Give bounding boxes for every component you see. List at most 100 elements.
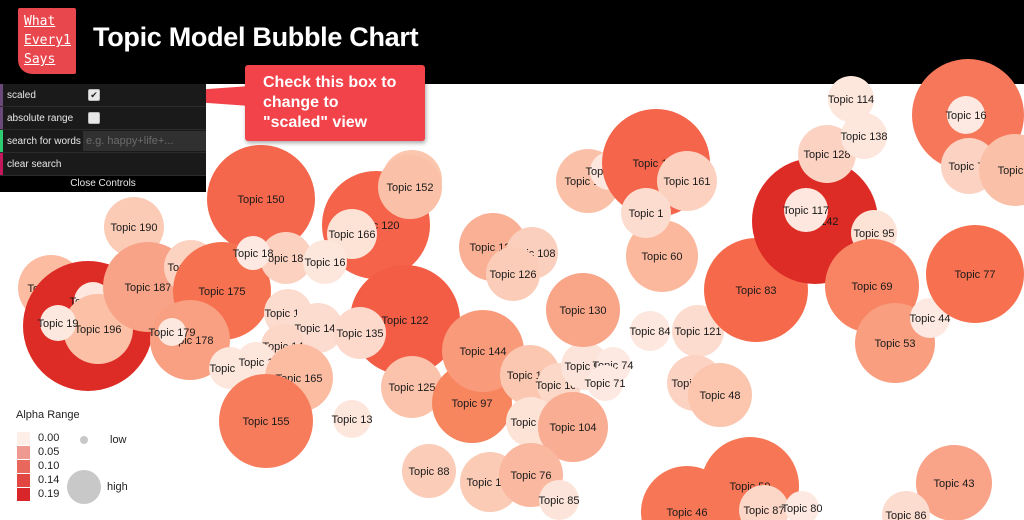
topic-bubble[interactable]: Topic 190 [104, 197, 164, 257]
bubble-circle[interactable] [381, 356, 443, 418]
bubble-label: Topic 80 [782, 503, 823, 515]
topic-bubble[interactable]: Topic 179 [148, 318, 196, 346]
callout-line-2: change to [263, 94, 339, 111]
legend-swatch-2 [17, 460, 30, 473]
bubble-circle[interactable] [219, 374, 313, 468]
absolute-range-checkbox[interactable] [88, 112, 100, 124]
topic-bubble[interactable]: Topic 84 [630, 311, 671, 351]
topic-bubble[interactable]: Topic 130 [546, 273, 620, 347]
topic-bubble[interactable]: Topic 18 [233, 236, 274, 270]
clear-search-button[interactable]: clear search [0, 153, 206, 176]
logo-line-3[interactable]: Says [24, 52, 56, 67]
bubble-circle[interactable] [672, 305, 724, 357]
bubble-circle[interactable] [538, 392, 608, 462]
bubble-label: Topic 179 [148, 327, 195, 339]
topic-bubble[interactable]: Topic 138 [840, 113, 888, 159]
bubble-label: Topic 117 [783, 205, 829, 217]
logo-line-1[interactable]: What [24, 14, 56, 29]
topic-bubble[interactable]: Topic 152 [378, 155, 442, 219]
bubble-circle[interactable] [587, 365, 623, 401]
bubble-circle[interactable] [657, 151, 717, 211]
topic-bubble[interactable]: Topic 60 [626, 220, 698, 292]
bubble-label: Topic 138 [840, 131, 887, 143]
bubble-circle[interactable] [546, 273, 620, 347]
bubble-circle[interactable] [104, 197, 164, 257]
bubble-circle[interactable] [784, 188, 828, 232]
page-title: Topic Model Bubble Chart [93, 22, 419, 52]
search-label: search for words [7, 135, 81, 147]
topic-bubble[interactable]: Topic 155 [219, 374, 313, 468]
bubble-label: Topic 128 [803, 149, 850, 161]
bubble-label: Topic 155 [242, 416, 289, 428]
topic-bubble[interactable]: Topic 88 [402, 444, 456, 498]
topic-bubble[interactable]: Topic 13 [332, 400, 373, 438]
search-words-input[interactable] [83, 131, 206, 151]
topic-bubble[interactable]: Topic 19 [38, 305, 79, 341]
bubble-circle[interactable] [378, 155, 442, 219]
bubble-circle[interactable] [947, 96, 985, 134]
bubble-circle[interactable] [882, 491, 930, 520]
topic-bubble[interactable]: Topic 85 [539, 480, 580, 520]
topic-bubble[interactable]: Topic 43 [916, 445, 992, 520]
bubble-circle[interactable] [303, 240, 347, 284]
close-controls-button[interactable]: Close Controls [0, 176, 206, 192]
bubble-circle[interactable] [260, 232, 312, 284]
bubble-circle[interactable] [333, 400, 371, 438]
bubble-circle[interactable] [926, 225, 1024, 323]
topic-bubble[interactable]: Topic 48 [688, 363, 752, 427]
topic-bubble[interactable]: Topic 80 [782, 491, 823, 520]
topic-bubble[interactable]: Topic 104 [538, 392, 608, 462]
bubble-label: Topic 13 [332, 414, 373, 426]
bubble-circle[interactable] [739, 485, 789, 520]
topic-bubble[interactable]: Topic 77 [926, 225, 1024, 323]
bubble-circle[interactable] [785, 491, 819, 520]
clear-search-label[interactable]: clear search [7, 158, 62, 170]
topic-bubble[interactable]: Topic 150 [207, 145, 315, 253]
topic-bubble[interactable]: Topic 87 [739, 485, 789, 520]
bubble-circle[interactable] [828, 76, 874, 122]
bubble-circle[interactable] [841, 113, 887, 159]
bubble-circle[interactable] [916, 445, 992, 520]
bubble-circle[interactable] [402, 444, 456, 498]
topic-bubble[interactable]: Topic 1 [979, 134, 1024, 206]
topic-bubble[interactable]: Topic 16 [946, 96, 987, 134]
bubble-circle[interactable] [630, 311, 670, 351]
whatevery1says-logo[interactable]: What Every1 Says [18, 8, 76, 74]
bubble-circle[interactable] [539, 480, 579, 520]
bubble-label: Topic 122 [381, 315, 428, 327]
bubble-circle[interactable] [158, 318, 186, 346]
topic-bubble[interactable]: Topic 114 [828, 76, 874, 122]
bubble-circle[interactable] [293, 303, 343, 353]
bubble-circle[interactable] [486, 247, 540, 301]
bubble-circle[interactable] [979, 134, 1024, 206]
topic-bubble[interactable]: Topic 125 [381, 356, 443, 418]
topic-bubble[interactable]: Topic 161 [657, 151, 717, 211]
topic-bubble[interactable]: Topic 117 [783, 188, 829, 232]
bubble-circle[interactable] [621, 188, 671, 238]
logo-line-2[interactable]: Every1 [24, 33, 71, 48]
topic-bubble[interactable]: Topic 185 [260, 232, 312, 284]
scaled-label: scaled [7, 89, 36, 101]
bubble-circle[interactable] [236, 236, 270, 270]
topic-bubble[interactable]: Topic 16 [303, 240, 347, 284]
topic-bubble[interactable]: Topic 126 [486, 247, 540, 301]
scaled-checkbox[interactable]: ✔ [88, 89, 100, 101]
bubble-label: Topic 1 [239, 357, 274, 369]
bubble-label: Topic 166 [328, 229, 375, 241]
bubble-circle[interactable] [334, 307, 386, 359]
topic-bubble[interactable]: Topic 71 [585, 365, 626, 401]
app-header: What Every1 Says Topic Model Bubble Char… [0, 0, 1024, 84]
bubble-label: Topic 175 [198, 286, 245, 298]
bubble-label: Topic 196 [74, 324, 121, 336]
bubble-circle[interactable] [40, 305, 76, 341]
control-absolute-range: absolute range [0, 107, 206, 130]
topic-bubble[interactable]: Topic 121 [672, 305, 724, 357]
topic-bubble[interactable]: Topic 86 [882, 491, 930, 520]
topic-bubble[interactable]: Topic 135 [334, 307, 386, 359]
bubble-circle[interactable] [626, 220, 698, 292]
bubble-label: Topic 84 [630, 326, 671, 338]
topic-bubble[interactable]: Topic 1 [621, 188, 671, 238]
bubble-circle[interactable] [207, 145, 315, 253]
topic-bubble[interactable]: Topic 142 [293, 303, 343, 353]
bubble-circle[interactable] [688, 363, 752, 427]
